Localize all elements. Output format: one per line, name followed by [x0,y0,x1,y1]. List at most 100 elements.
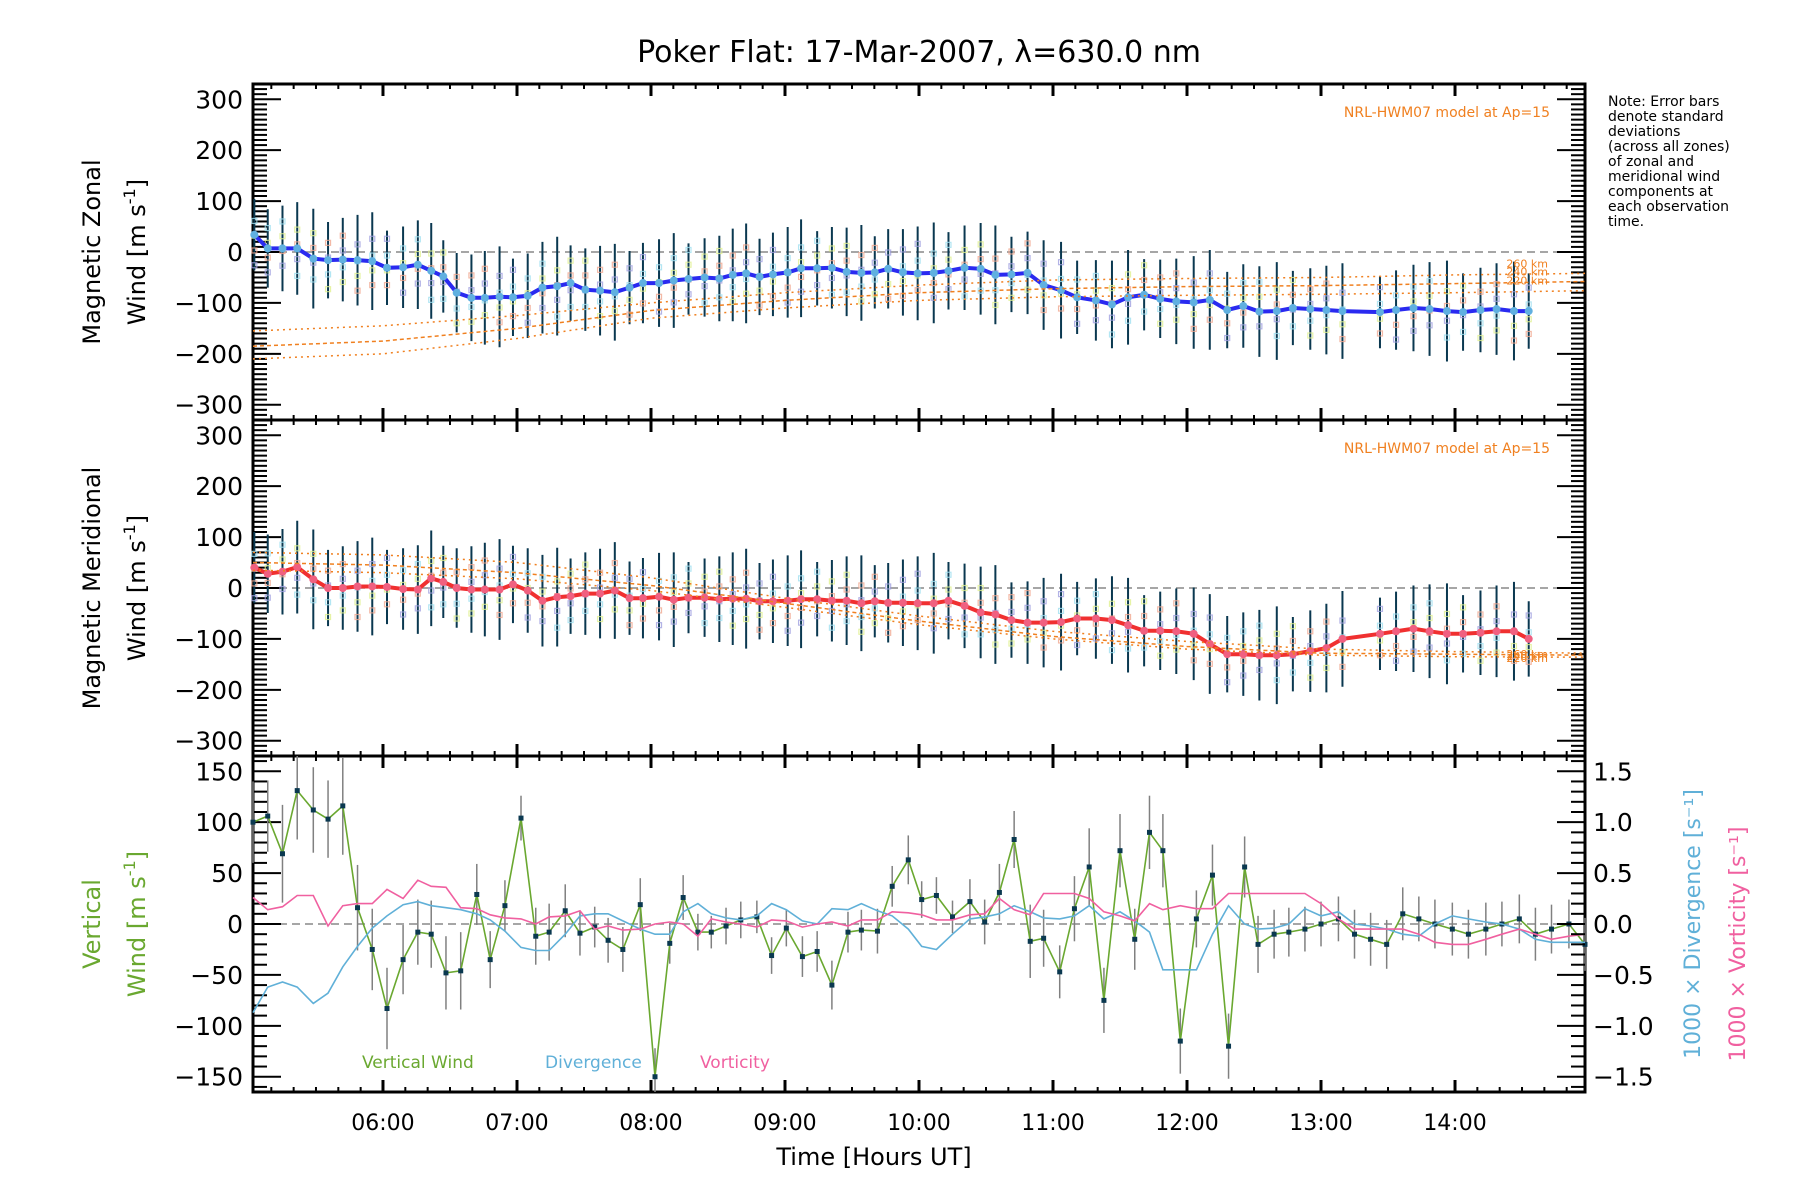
data-point [1318,921,1324,927]
zone-point [1525,330,1532,338]
data-point [1160,848,1166,854]
zone-point [509,266,517,273]
zone-point [914,240,921,247]
zone-point [685,291,692,298]
data-point [443,970,449,976]
data-point [967,899,973,905]
zone-point [1057,607,1065,615]
zone-point [369,281,376,289]
zone-point [670,618,677,625]
zone-point [1525,301,1532,308]
zone-point [977,241,984,248]
zone-point [1392,336,1400,343]
data-point [667,940,673,946]
data-point [1057,618,1066,627]
zone-point [339,247,346,254]
zone-point [670,255,677,262]
data-point [1073,293,1082,302]
zone-point [324,286,332,293]
data-point [1057,969,1063,975]
series-line-vorticity [252,879,1586,946]
zone-point [1141,276,1148,284]
zone-point [1173,600,1180,607]
data-point [700,593,709,602]
data-point [1442,307,1451,316]
data-point [1073,614,1082,623]
zone-point [310,597,317,604]
data-point [383,582,392,591]
zone-point [1307,659,1314,666]
zone-point [843,571,850,578]
zone-point [1124,628,1132,635]
x-tick-label: 06:00 [351,1111,414,1136]
data-point [480,585,489,594]
zone-point [1008,279,1015,287]
zone-point [1426,322,1433,329]
zone-point [769,605,777,612]
data-point [652,1074,658,1080]
zone-point [685,246,692,254]
zone-point [339,592,346,599]
zone-point [496,597,503,604]
data-point [427,266,436,275]
zone-point [858,582,865,589]
zone-point [264,269,271,276]
zone-point [743,259,750,266]
zone-point [1443,657,1451,664]
zone-point [310,276,317,283]
zone-point [1525,658,1532,665]
zone-point [899,623,907,630]
zone-point [769,263,777,270]
data-point [1425,627,1434,636]
zone-point [539,573,546,580]
data-point [1286,929,1292,935]
zone-point [1057,637,1065,644]
zone-point [756,626,763,633]
zone-point [814,237,821,244]
zone-point [428,296,435,303]
x-tick-label: 10:00 [887,1111,950,1136]
zone-point [481,280,488,287]
zone-point [1323,633,1330,640]
data-point [413,260,422,269]
zone-point [1376,605,1384,612]
data-point [467,585,476,594]
data-point [769,953,775,959]
zone-point [1493,312,1500,319]
zone-point [399,567,407,574]
zone-point [428,604,435,611]
zone-point [828,274,835,282]
data-point [905,857,911,863]
data-point [783,268,792,277]
zone-point [716,614,723,622]
zone-point [743,290,750,297]
data-point [1101,997,1107,1003]
zone-point [1289,669,1296,676]
zone-point [977,599,984,606]
zone-point [1124,286,1132,293]
zone-point [769,246,777,254]
zone-point [279,233,286,240]
zone-point [481,572,488,579]
data-point [338,584,347,592]
data-point [715,274,724,283]
y-tick-label: −300 [174,727,243,756]
zone-point [914,587,921,594]
zone-point [655,577,663,584]
zone-point [428,587,435,594]
zone-point [611,261,618,268]
data-point [1023,618,1032,627]
data-point [870,597,879,606]
zone-point [1376,622,1384,629]
zone-point [251,550,258,557]
zone-point [414,575,421,582]
data-point [1516,916,1522,922]
data-point [898,268,907,277]
zone-point [1173,646,1180,653]
zone-point [468,272,475,279]
y-tick-label: 150 [195,757,243,786]
y-tick-label: 100 [195,808,243,837]
zone-point [685,565,692,572]
data-point [1392,627,1401,636]
